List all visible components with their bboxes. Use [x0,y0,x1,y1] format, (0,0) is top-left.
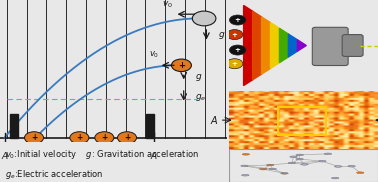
Circle shape [226,29,243,39]
Circle shape [229,45,246,55]
Circle shape [296,154,304,156]
Text: $g_e$: $g_e$ [195,92,206,103]
Circle shape [281,173,288,174]
Circle shape [118,132,136,144]
Circle shape [229,15,246,25]
Circle shape [288,162,296,164]
Text: +: + [232,32,238,37]
Circle shape [95,132,114,144]
Circle shape [290,156,297,158]
Polygon shape [253,11,262,80]
Text: $v_0$: $v_0$ [149,49,160,60]
Circle shape [301,164,308,165]
Text: $v_0$:Initial velocity    $g$: Gravitation acceleration: $v_0$:Initial velocity $g$: Gravitation … [5,148,199,161]
Circle shape [266,164,274,166]
Bar [278,107,326,135]
Circle shape [241,165,248,167]
Circle shape [335,166,342,167]
Polygon shape [288,34,297,57]
Polygon shape [279,28,288,63]
Circle shape [332,177,339,179]
Text: +: + [124,133,130,142]
Polygon shape [297,40,306,51]
Circle shape [348,165,355,167]
Text: +: + [76,133,82,142]
Polygon shape [271,23,279,68]
Bar [146,114,153,138]
Text: $A$: $A$ [0,151,9,161]
Polygon shape [243,5,253,86]
Bar [9,114,17,138]
Text: $v_0$: $v_0$ [163,0,173,10]
Polygon shape [262,17,271,74]
Text: +: + [31,133,37,142]
Text: $g$: $g$ [195,72,202,83]
Circle shape [296,158,303,160]
Circle shape [226,59,243,69]
Circle shape [324,153,332,155]
Text: +: + [178,61,185,70]
Text: +: + [101,133,107,142]
Circle shape [260,168,267,170]
Text: +: + [232,61,238,67]
Text: $g$: $g$ [218,30,225,41]
Circle shape [172,59,191,72]
Circle shape [192,11,216,26]
Text: +: + [235,47,240,53]
Circle shape [25,132,43,144]
Text: $A$: $A$ [150,151,158,161]
Text: $g_e$:Electric acceleration: $g_e$:Electric acceleration [5,168,103,181]
FancyBboxPatch shape [342,35,363,56]
Circle shape [269,168,276,170]
Text: $A$: $A$ [209,114,218,126]
FancyBboxPatch shape [312,27,348,66]
Circle shape [319,160,326,162]
Circle shape [356,172,364,173]
Circle shape [70,132,89,144]
Text: +: + [235,17,240,23]
Circle shape [242,153,249,155]
Circle shape [242,174,249,176]
